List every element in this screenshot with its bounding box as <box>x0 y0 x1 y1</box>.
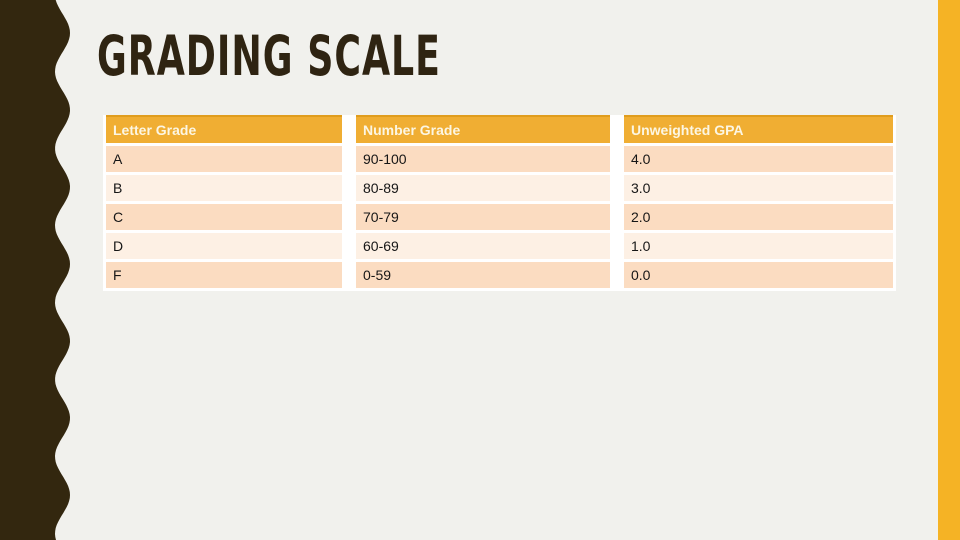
cell-number-grade: 60-69 <box>356 233 610 259</box>
cell-unweighted-gpa: 1.0 <box>624 233 893 259</box>
cell-number-grade: 70-79 <box>356 204 610 230</box>
cell-letter-grade: A <box>106 146 342 172</box>
cell-letter-grade: F <box>106 262 342 288</box>
grading-scale-table: Letter Grade Number Grade Unweighted GPA… <box>103 115 896 291</box>
left-wave-decoration <box>0 0 70 540</box>
column-header-number-grade: Number Grade <box>356 115 610 143</box>
slide-title: GRADING SCALE <box>97 24 441 88</box>
column-header-letter-grade: Letter Grade <box>106 115 342 143</box>
cell-unweighted-gpa: 2.0 <box>624 204 893 230</box>
cell-number-grade: 0-59 <box>356 262 610 288</box>
column-header-unweighted-gpa: Unweighted GPA <box>624 115 893 143</box>
cell-unweighted-gpa: 4.0 <box>624 146 893 172</box>
right-accent-bar <box>938 0 960 540</box>
cell-number-grade: 80-89 <box>356 175 610 201</box>
cell-unweighted-gpa: 3.0 <box>624 175 893 201</box>
cell-number-grade: 90-100 <box>356 146 610 172</box>
cell-letter-grade: B <box>106 175 342 201</box>
cell-unweighted-gpa: 0.0 <box>624 262 893 288</box>
cell-letter-grade: C <box>106 204 342 230</box>
cell-letter-grade: D <box>106 233 342 259</box>
